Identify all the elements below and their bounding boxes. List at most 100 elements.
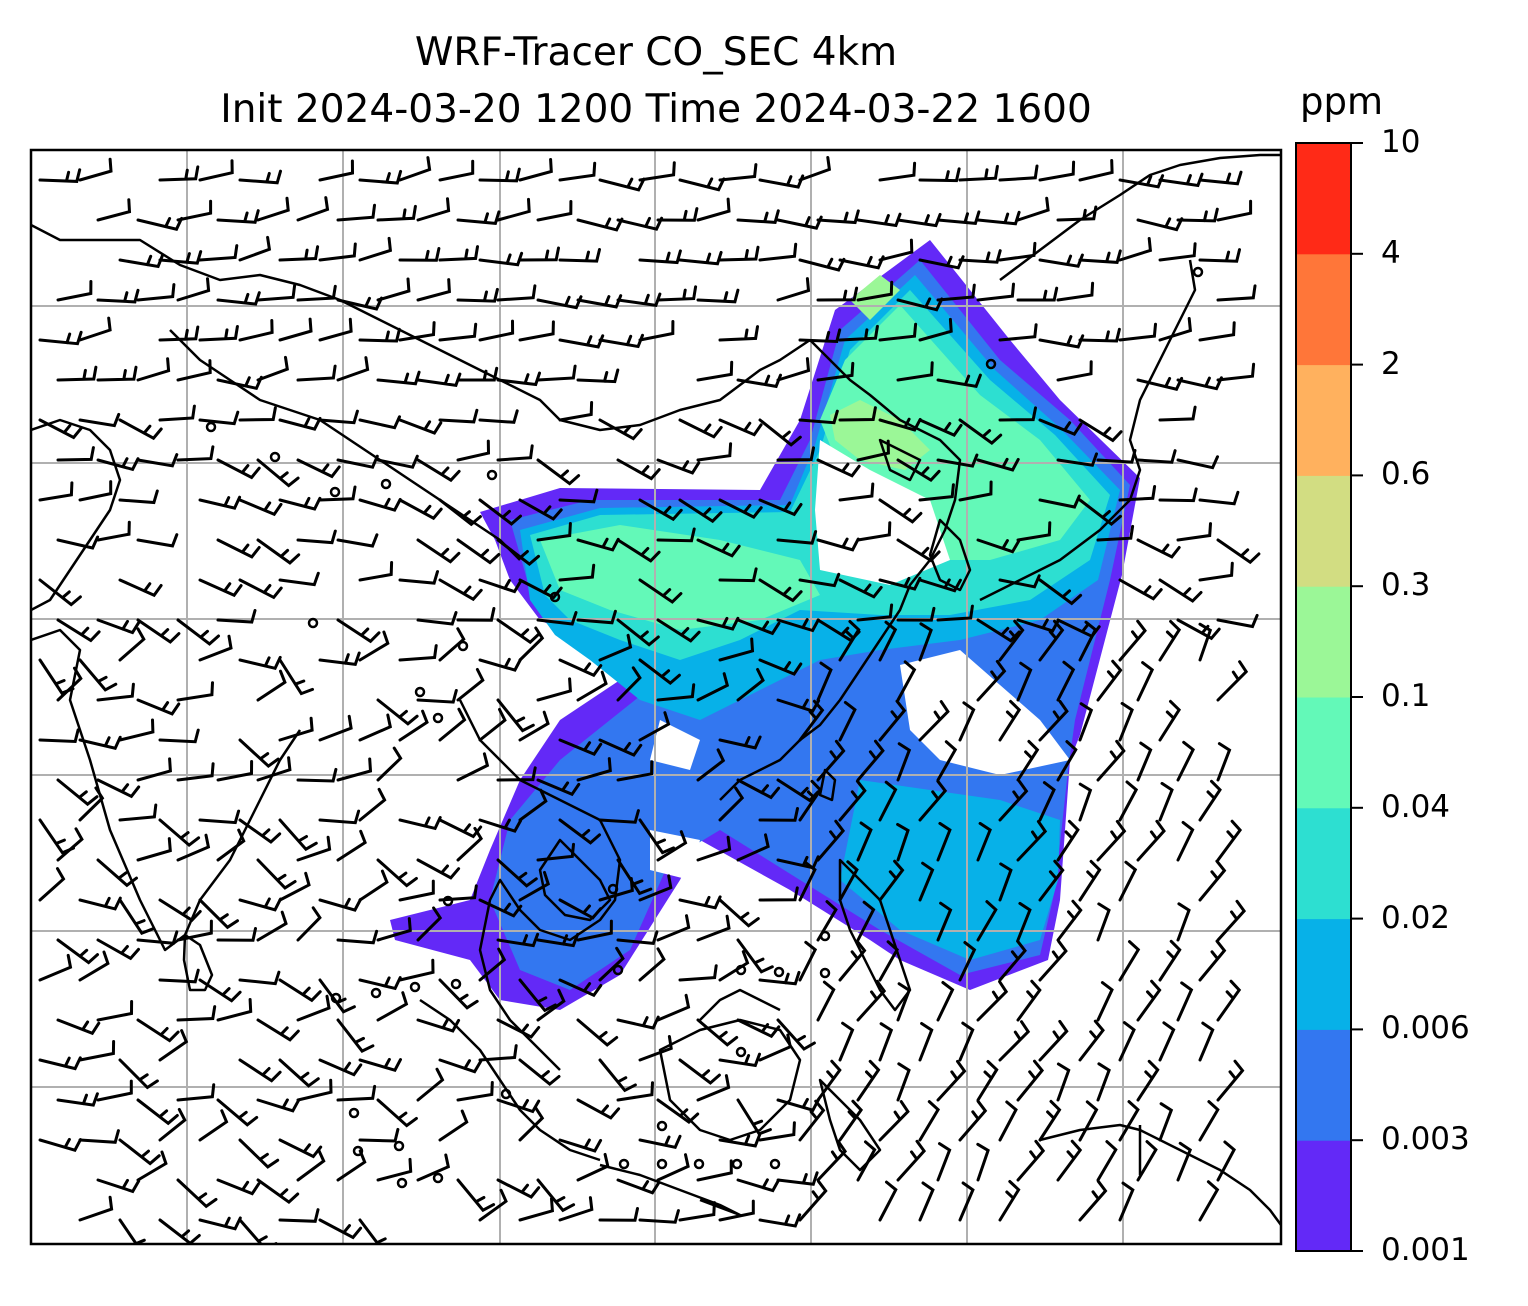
wind-barb xyxy=(758,807,799,822)
wind-barb xyxy=(118,1138,161,1166)
wind-barb xyxy=(38,330,83,346)
wind-barb xyxy=(598,333,644,349)
wind-barb xyxy=(838,779,867,822)
wind-barb xyxy=(736,1018,781,1039)
wind-barb xyxy=(1118,780,1139,822)
wind-barb xyxy=(878,780,898,822)
wind-barb xyxy=(358,1057,402,1072)
wind-barb xyxy=(536,988,566,1022)
wind-barb xyxy=(416,197,451,222)
wind-barb xyxy=(1056,1139,1083,1182)
wind-barb xyxy=(496,444,534,462)
colorbar-tick-label: 0.1 xyxy=(1381,678,1431,714)
wind-barb xyxy=(736,618,781,636)
wind-barb xyxy=(96,858,138,888)
wind-barb xyxy=(318,1058,363,1077)
wind-barb xyxy=(918,317,953,342)
wind-barb xyxy=(1118,1100,1140,1142)
wind-barb xyxy=(718,245,760,262)
wind-barb xyxy=(518,710,550,742)
wind-barb xyxy=(416,858,461,880)
wind-barb xyxy=(336,454,379,469)
wind-barb xyxy=(558,563,596,582)
wind-barb xyxy=(38,418,83,440)
wind-barb xyxy=(1198,490,1240,506)
wind-barb xyxy=(558,898,603,920)
wind-barb xyxy=(936,901,953,942)
wind-barb xyxy=(398,816,442,831)
wind-barb xyxy=(718,898,760,928)
wind-barb xyxy=(816,900,838,942)
wind-barb xyxy=(198,809,241,825)
border-himalaya xyxy=(169,329,521,561)
wind-barb xyxy=(1118,485,1157,502)
wind-barb xyxy=(56,778,99,807)
colorbar-segment xyxy=(1296,1029,1351,1141)
wind-barb xyxy=(1158,1102,1174,1142)
wind-barb xyxy=(816,1140,848,1182)
wind-barb xyxy=(696,288,740,304)
wind-barb xyxy=(416,458,461,483)
wind-barb xyxy=(398,644,438,662)
wind-barb xyxy=(838,700,857,742)
wind-barb xyxy=(798,328,842,344)
wind-barb xyxy=(1038,619,1065,662)
wind-barb xyxy=(998,164,1039,182)
wind-barb xyxy=(758,498,803,517)
wind-barb xyxy=(278,716,314,742)
wind-barb xyxy=(78,1195,114,1222)
wind-barb xyxy=(638,320,675,342)
wind-barb xyxy=(318,978,356,1014)
wind-barb xyxy=(456,1178,496,1213)
wind-barb xyxy=(296,529,337,545)
wind-barb xyxy=(358,630,390,662)
wind-barb xyxy=(936,604,974,622)
wind-barb xyxy=(958,249,1002,264)
wind-barb xyxy=(278,416,322,431)
wind-barb xyxy=(696,360,734,382)
wind-barb xyxy=(1158,939,1182,982)
coast-new-guinea xyxy=(1039,1123,1281,1226)
wind-barb xyxy=(496,538,540,567)
colorbar-tick-label: 10 xyxy=(1381,124,1421,160)
wind-barb xyxy=(456,538,501,565)
wind-barb xyxy=(176,199,213,222)
wind-barb xyxy=(318,159,355,182)
wind-barb xyxy=(1158,699,1182,742)
wind-barb xyxy=(278,245,320,262)
wind-barb xyxy=(1016,1059,1045,1102)
wind-barb xyxy=(438,322,478,342)
wind-barb xyxy=(1056,281,1095,302)
wind-barb xyxy=(678,895,722,910)
wind-barb xyxy=(416,1153,451,1182)
wind-barb xyxy=(198,978,242,1003)
wind-barb xyxy=(1216,362,1256,382)
wind-barb xyxy=(616,538,661,563)
wind-barb xyxy=(496,618,541,645)
wind-barb xyxy=(976,821,992,862)
wind-barb xyxy=(136,618,181,644)
wind-barb xyxy=(358,1218,387,1244)
wind-barb xyxy=(256,1178,300,1205)
wind-barb xyxy=(576,757,612,782)
wind-barb xyxy=(398,570,439,585)
wind-barb xyxy=(56,827,84,862)
wind-barb xyxy=(238,1218,278,1244)
wind-barb xyxy=(878,498,923,524)
wind-barb xyxy=(1176,522,1212,542)
wind-barb xyxy=(576,368,620,384)
wind-barb xyxy=(1198,321,1236,342)
wind-barb xyxy=(776,530,818,545)
wind-barb xyxy=(336,296,383,311)
wind-barb xyxy=(656,285,698,302)
wind-barb xyxy=(896,982,912,1022)
wind-barb xyxy=(936,1059,967,1102)
wind-barb xyxy=(478,498,522,526)
wind-barb xyxy=(1038,578,1083,606)
wind-barb xyxy=(838,482,875,502)
wind-barb xyxy=(38,658,75,695)
wind-barb xyxy=(816,980,836,1022)
wind-barb xyxy=(198,634,233,662)
wind-barb xyxy=(278,978,322,1003)
wind-barb xyxy=(558,1196,594,1222)
